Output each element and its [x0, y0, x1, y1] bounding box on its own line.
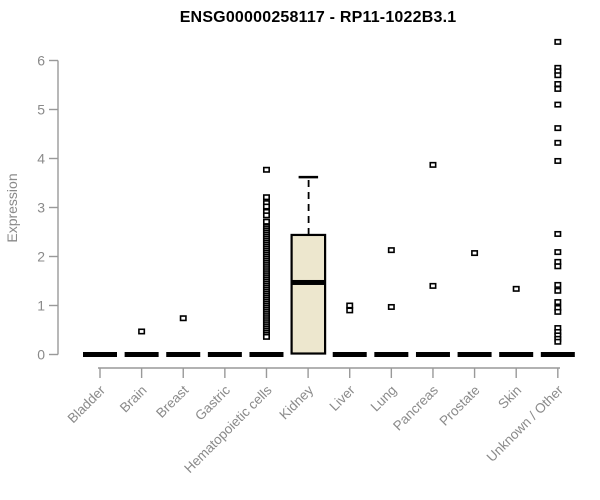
y-tick-label: 5 — [37, 102, 45, 118]
outlier-point — [554, 72, 562, 79]
y-tick-label: 4 — [37, 151, 45, 167]
x-tick-label: Pancreas — [390, 382, 441, 433]
outlier-point — [554, 38, 562, 45]
outlier-point — [554, 101, 562, 108]
outlier-point — [262, 212, 270, 219]
y-tick-label: 3 — [37, 200, 45, 216]
x-tick-label: Prostate — [437, 383, 483, 429]
outlier-point — [138, 328, 146, 335]
zero-boxplot-bar — [374, 352, 409, 357]
outlier-point — [262, 333, 270, 340]
x-tick-label: Gastric — [192, 382, 233, 423]
outlier-point — [387, 247, 395, 254]
outlier-point — [554, 157, 562, 164]
outlier-point — [554, 338, 562, 345]
outlier-point — [554, 281, 562, 288]
zero-boxplot-bar — [415, 352, 450, 357]
y-tick-label: 1 — [37, 298, 45, 314]
outlier-point — [512, 285, 520, 292]
x-tick-label: Brain — [117, 383, 150, 416]
zero-boxplot-bar — [124, 352, 159, 357]
outlier-point — [429, 282, 437, 289]
x-tick-label: Liver — [327, 382, 359, 414]
outlier-point — [554, 287, 562, 294]
outlier-point — [346, 302, 354, 309]
zero-boxplot-bar — [499, 352, 534, 357]
zero-boxplot-bar — [207, 352, 242, 357]
outlier-point — [554, 125, 562, 132]
outlier-point — [554, 308, 562, 315]
outlier-point — [554, 249, 562, 256]
x-tick-label: Kidney — [276, 382, 316, 422]
outlier-point — [554, 263, 562, 270]
outlier-point — [554, 299, 562, 306]
outlier-point — [262, 194, 270, 201]
chart-title: ENSG00000258117 - RP11-1022B3.1 — [179, 9, 457, 26]
zero-boxplot-bar — [166, 352, 201, 357]
x-tick-label: Bladder — [65, 382, 109, 426]
outlier-point — [262, 203, 270, 210]
outlier-point — [554, 230, 562, 237]
x-tick-label: Skin — [495, 383, 524, 412]
outlier-point — [554, 81, 562, 88]
outlier-point — [554, 85, 562, 92]
x-tick-label: Breast — [153, 382, 191, 420]
zero-boxplot-bar — [457, 352, 492, 357]
outlier-point — [471, 250, 479, 257]
outlier-point — [179, 315, 187, 322]
x-tick-label: Lung — [368, 383, 400, 415]
median-line — [291, 279, 326, 285]
zero-boxplot-bar — [540, 352, 575, 357]
x-tick-label: Unknown / Other — [484, 382, 567, 465]
outlier-point — [387, 303, 395, 310]
outlier-point — [429, 161, 437, 168]
y-tick-label: 2 — [37, 249, 45, 265]
outlier-point — [554, 139, 562, 146]
outlier-point — [346, 307, 354, 314]
y-tick-label: 0 — [37, 347, 45, 363]
zero-boxplot-bar — [249, 352, 284, 357]
box — [290, 233, 327, 355]
outlier-point — [262, 218, 270, 225]
outlier-point — [262, 166, 270, 173]
y-tick-label: 6 — [37, 53, 45, 69]
zero-boxplot-bar — [332, 352, 367, 357]
zero-boxplot-bar — [83, 352, 117, 357]
